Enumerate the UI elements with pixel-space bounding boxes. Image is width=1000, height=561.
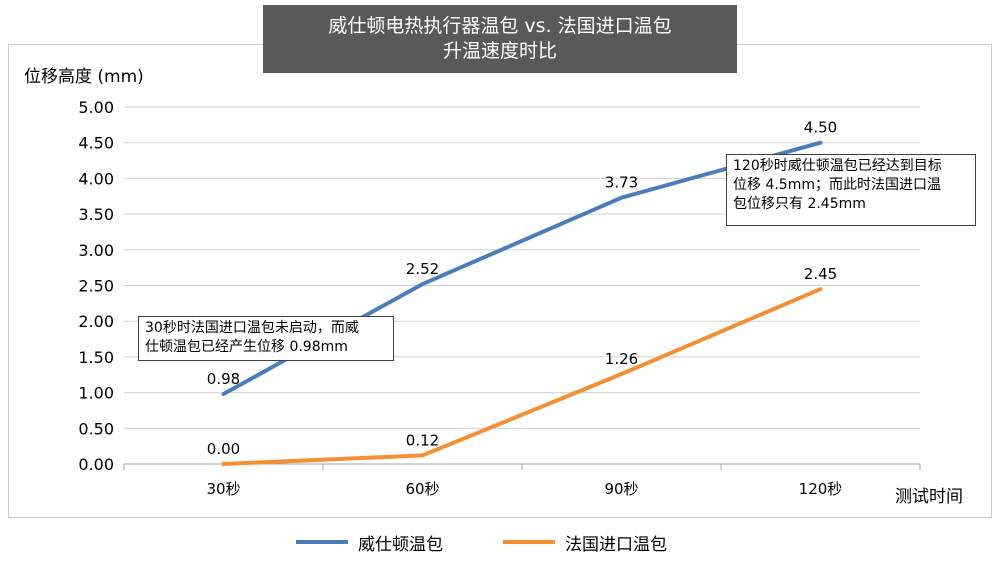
legend-label-weishidun: 威仕顿温包 bbox=[358, 534, 443, 555]
x-axis-label: 测试时间 bbox=[895, 487, 963, 507]
legend-label-french: 法国进口温包 bbox=[565, 534, 667, 555]
y-tick-label-10: 5.00 bbox=[78, 98, 114, 117]
y-tick-label-9: 4.50 bbox=[78, 134, 114, 153]
x-tick-label-1: 60秒 bbox=[405, 480, 439, 498]
y-tick-label-2: 1.00 bbox=[78, 384, 114, 403]
legend-item-french: 法国进口温包 bbox=[503, 528, 667, 556]
data-label-s1-1: 0.12 bbox=[406, 431, 439, 449]
y-tick-label-8: 4.00 bbox=[78, 169, 114, 188]
axes: 0.00 0.50 1.00 1.50 2.00 2.50 3.00 3.50 4.00 4.50… bbox=[78, 98, 921, 498]
chart-title-line-2: 升温速度时比 bbox=[442, 40, 557, 62]
annotation-30s: 30秒时法国进口温包未启动，而威 仕顿温包已经产生位移 0.98mm bbox=[138, 316, 394, 361]
data-label-s0-3: 4.50 bbox=[804, 119, 837, 137]
chart-title: 威仕顿电热执行器温包 vs. 法国进口温包 升温速度时比 bbox=[263, 5, 737, 73]
legend-swatch-weishidun bbox=[296, 540, 348, 544]
data-label-s1-2: 1.26 bbox=[605, 350, 638, 368]
x-tick-label-3: 120秒 bbox=[799, 480, 843, 498]
y-tick-label-7: 3.50 bbox=[78, 205, 114, 224]
legend-item-weishidun: 威仕顿温包 bbox=[296, 528, 443, 556]
y-tick-label-0: 0.00 bbox=[78, 455, 114, 474]
annotation-120s: 120秒时威仕顿温包已经达到目标 位移 4.5mm；而此时法国进口温 包位移只有… bbox=[726, 154, 976, 226]
plot-panel bbox=[8, 44, 992, 518]
data-label-s1-3: 2.45 bbox=[804, 265, 837, 283]
series-line-1 bbox=[221, 287, 823, 466]
x-tick-label-0: 30秒 bbox=[206, 480, 240, 498]
chart-title-line-1: 威仕顿电热执行器温包 vs. 法国进口温包 bbox=[328, 15, 672, 37]
data-label-s0-2: 3.73 bbox=[605, 174, 638, 192]
y-tick-label-4: 2.00 bbox=[78, 312, 114, 331]
legend-swatch-french bbox=[503, 540, 555, 544]
data-label-s0-0: 0.98 bbox=[207, 370, 240, 388]
data-labels: 0.98 2.52 3.73 4.50 0.00 0.12 1.26 2.45 bbox=[207, 119, 837, 458]
data-label-s0-1: 2.52 bbox=[406, 260, 439, 278]
x-tick-label-2: 90秒 bbox=[604, 480, 638, 498]
y-tick-label-3: 1.50 bbox=[78, 348, 114, 367]
y-tick-label-6: 3.00 bbox=[78, 241, 114, 260]
y-tick-label-5: 2.50 bbox=[78, 277, 114, 296]
legend: 威仕顿温包 法国进口温包 bbox=[0, 528, 1000, 556]
data-label-s1-0: 0.00 bbox=[207, 440, 240, 458]
y-axis-label: 位移高度 (mm) bbox=[24, 67, 144, 87]
y-tick-label-1: 0.50 bbox=[78, 419, 114, 438]
